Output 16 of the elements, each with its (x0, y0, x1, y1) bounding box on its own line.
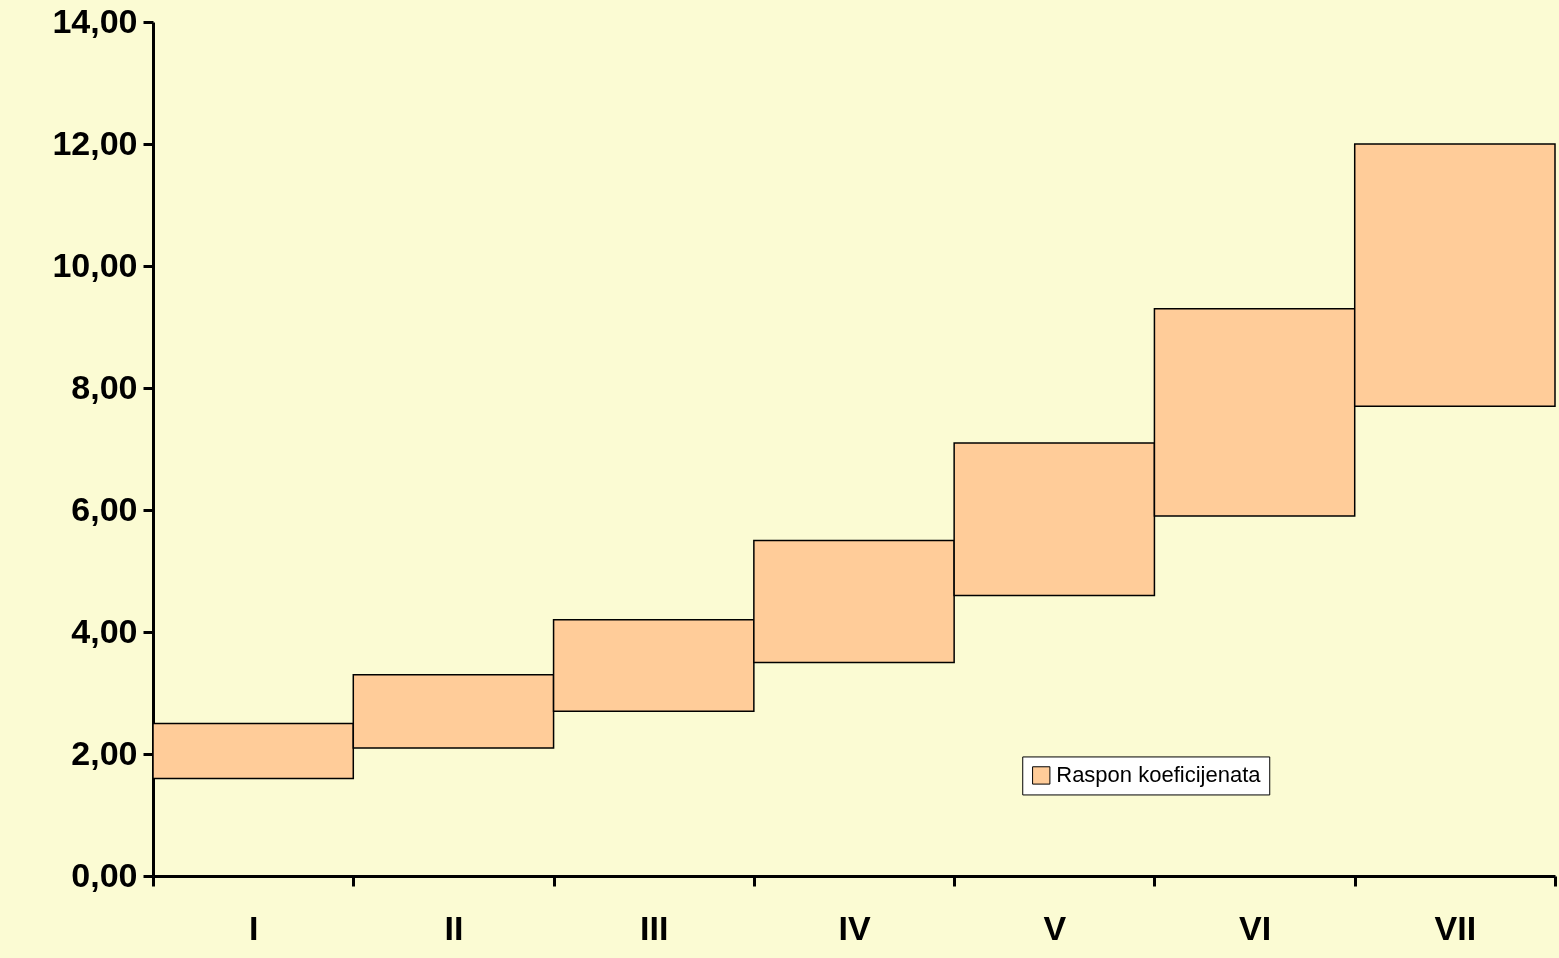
x-tick-label: III (640, 908, 669, 947)
x-tick-label: I (248, 908, 259, 947)
legend-label: Raspon koeficijenata (1056, 762, 1262, 788)
y-tick-label: 10,00 (52, 245, 138, 284)
y-tick-label: 4,00 (71, 611, 138, 650)
x-tick-label: V (1043, 908, 1067, 947)
y-tick-label: 12,00 (52, 123, 138, 162)
x-tick-label: II (444, 908, 464, 947)
x-tick-label: IV (838, 908, 871, 947)
y-tick-label: 2,00 (71, 733, 138, 772)
y-tick-label: 14,00 (52, 1, 138, 40)
x-tick-label: VI (1239, 908, 1272, 947)
y-tick-label: 6,00 (71, 489, 138, 528)
x-tick-label: VII (1434, 908, 1477, 947)
y-tick-label: 8,00 (71, 367, 138, 406)
y-tick-label: 0,00 (71, 855, 138, 894)
